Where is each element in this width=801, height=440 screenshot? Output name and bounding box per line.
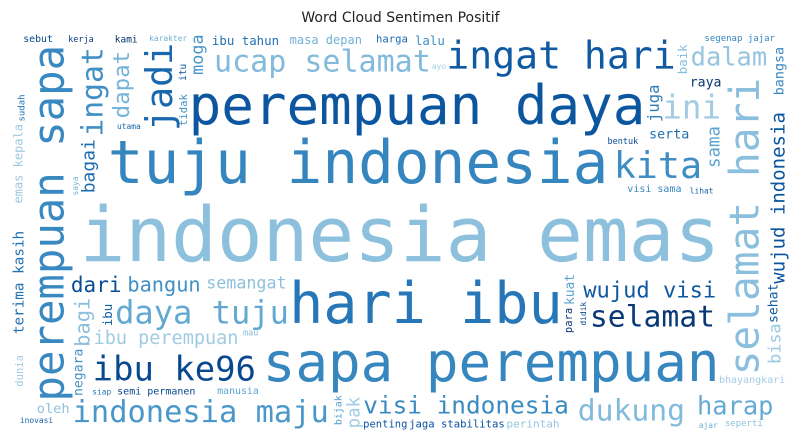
- word-ini: ini: [662, 89, 721, 127]
- word-moga: moga: [187, 34, 207, 74]
- word-raya: raya: [690, 76, 722, 91]
- chart-title: Word Cloud Sentimen Positif: [301, 10, 500, 26]
- word-itu: itu: [178, 64, 189, 81]
- word-oleh: oleh: [37, 401, 70, 417]
- word-dari: dari: [71, 273, 122, 297]
- word-sebut: sebut: [23, 34, 53, 45]
- word-bentuk: bentuk: [608, 137, 639, 147]
- word-ucap-selamat: ucap selamat: [214, 45, 431, 80]
- word-ibu: ibu: [100, 304, 115, 327]
- word-ibu-tahun: ibu tahun: [212, 33, 279, 48]
- word-penting: penting: [363, 419, 407, 431]
- word-kerja: kerja: [68, 35, 94, 45]
- word-bangun: bangun: [127, 273, 200, 297]
- word-sama: sama: [704, 126, 724, 168]
- word-selamat: selamat: [590, 300, 715, 335]
- word-lalu: lalu: [415, 33, 445, 48]
- word-selamat-hari: selamat hari: [720, 78, 768, 376]
- word-karakter: karakter: [149, 34, 187, 43]
- word-para: para: [563, 308, 575, 333]
- word-jaga-stabilitas: jaga stabilitas: [409, 419, 505, 431]
- word-ibu-perempuan: ibu perempuan: [94, 328, 239, 349]
- word-harga: harga: [376, 34, 408, 46]
- word-bagai: bagai: [79, 139, 100, 193]
- word-bagi: bagi: [71, 298, 95, 347]
- word-seperti: seperti: [725, 419, 763, 429]
- word-semangat: semangat: [206, 272, 286, 292]
- word-bhayangkari: bhayangkari: [719, 375, 785, 386]
- word-indonesia-maju: indonesia maju: [73, 395, 329, 430]
- word-emas-kepala: emas kepala: [11, 124, 25, 203]
- word-ingat-hari: ingat hari: [446, 33, 675, 77]
- word-didik: didik: [579, 301, 588, 325]
- word-dapat: dapat: [109, 51, 135, 118]
- word-pak: pak: [344, 396, 364, 428]
- word-inovasi: inovasi: [20, 416, 54, 425]
- word-jadi: jadi: [138, 43, 181, 131]
- word-perempuan-sapa: perempuan sapa: [24, 45, 73, 402]
- word-bisa: bisa: [764, 323, 784, 363]
- word-utama: utama: [117, 122, 141, 131]
- word-perintah: perintah: [507, 418, 560, 431]
- word-harap: harap: [697, 390, 773, 420]
- word-tidak: tidak: [178, 94, 190, 127]
- word-lihat: lihat: [690, 186, 714, 195]
- word-indonesia-emas: indonesia emas: [80, 190, 721, 279]
- word-kuat: kuat: [563, 274, 578, 305]
- word-dalam: dalam: [691, 42, 767, 72]
- word-bangsa: bangsa: [773, 47, 788, 95]
- word-manusia: manusia: [217, 386, 259, 397]
- word-masa-depan: masa depan: [290, 33, 362, 47]
- word-visi-sama: visi sama: [627, 184, 681, 195]
- word-tuju-indonesia: tuju indonesia: [108, 129, 609, 198]
- word-bijak: bijak: [333, 395, 344, 425]
- word-visi-indonesia: visi indonesia: [363, 391, 569, 420]
- word-ajar: ajar: [699, 421, 718, 430]
- word-semi-permanen: semi permanen: [117, 386, 195, 397]
- word-mau: mau: [243, 328, 258, 338]
- word-segenap-jajar: segenap jajar: [704, 34, 775, 44]
- word-sudah: sudah: [18, 94, 28, 121]
- word-saya: saya: [71, 176, 80, 195]
- word-hari-ibu: hari ibu: [289, 271, 563, 337]
- word-terima-kasih: terima kasih: [11, 231, 27, 334]
- word-baik: baik: [675, 44, 690, 74]
- word-dukung: dukung: [578, 394, 685, 429]
- word-ibu-ke96: ibu ke96: [93, 349, 256, 388]
- word-sehat: sehat: [766, 284, 781, 323]
- word-wujud-indonesia: wujud indonesia: [767, 112, 789, 284]
- word-dunia: dunia: [14, 355, 26, 387]
- word-juga: juga: [645, 84, 663, 122]
- word-wujud-visi: wujud visi: [583, 277, 716, 303]
- word-serta: serta: [649, 127, 689, 142]
- word-siap: siap: [92, 387, 111, 396]
- word-kita: kita: [614, 144, 702, 187]
- word-sapa-perempuan: sapa perempuan: [263, 331, 720, 394]
- word-perempuan-daya: perempuan daya: [189, 74, 646, 137]
- word-ingat: ingat: [75, 47, 110, 136]
- word-daya-tuju: daya tuju: [115, 293, 289, 331]
- word-kami: kami: [115, 35, 138, 46]
- word-negara: negara: [72, 349, 87, 396]
- word-ayo: ayo: [432, 62, 447, 71]
